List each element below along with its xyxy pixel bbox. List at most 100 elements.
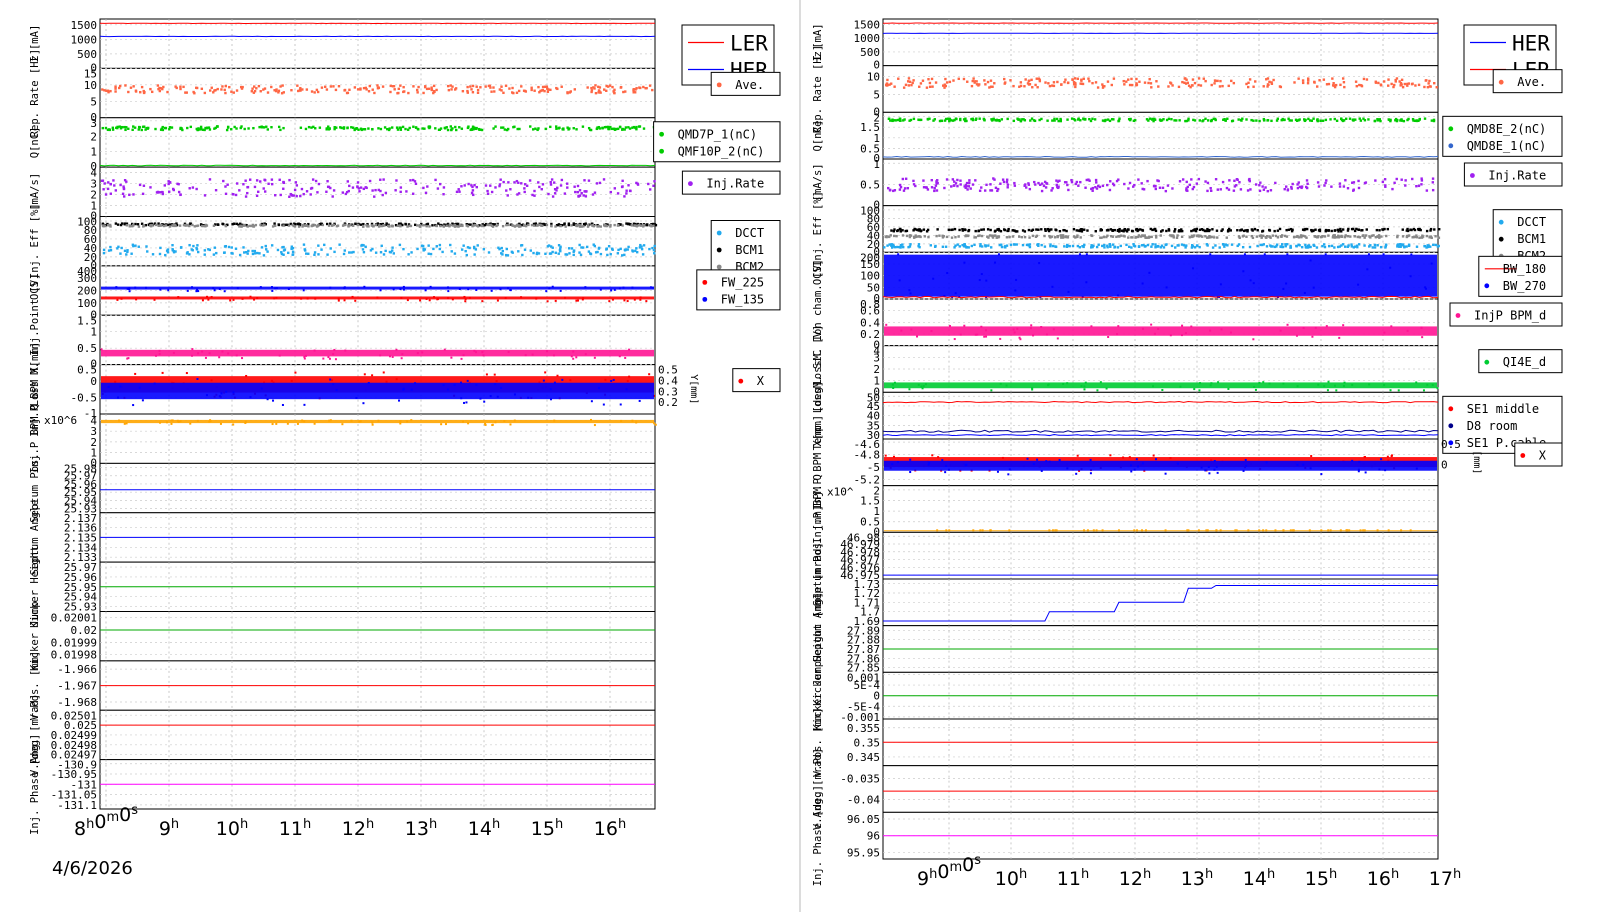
series-dot: [201, 350, 204, 353]
panel-frame: [99, 611, 656, 662]
legend-label: DCCT: [1517, 215, 1546, 229]
y-tick-label: 0.02001: [51, 612, 97, 625]
series-dot: [353, 128, 356, 132]
series-dot: [1331, 84, 1335, 87]
series-dot: [373, 91, 376, 95]
series-dot: [618, 287, 621, 290]
series-dot: [1384, 246, 1387, 249]
series-dot: [1242, 229, 1246, 233]
series-dot: [1159, 246, 1163, 249]
series-dot: [553, 419, 556, 422]
series-dot: [1323, 385, 1326, 388]
series-dot: [413, 223, 417, 227]
series-dot: [1353, 235, 1356, 238]
series-dot: [591, 223, 595, 227]
series-dot: [250, 90, 254, 93]
series-dot: [1219, 529, 1222, 532]
series-dot: [441, 250, 444, 254]
series-dot: [521, 253, 524, 257]
series-dot: [927, 463, 930, 466]
series-dot: [1101, 119, 1105, 122]
y-axis-label: Inj.P BPM Q: [29, 404, 41, 474]
series-dot: [1072, 118, 1076, 121]
series-dot: [1079, 119, 1082, 122]
y-tick-label: 40: [84, 242, 97, 255]
series-dot: [541, 183, 545, 186]
series-dot: [883, 246, 886, 249]
series-dot: [509, 289, 512, 292]
series-dot: [1117, 325, 1120, 328]
series-dot: [1044, 186, 1048, 189]
series-dot: [466, 85, 469, 89]
series-dot: [1052, 328, 1055, 331]
legend-swatch: [1455, 313, 1461, 318]
series-dot: [1206, 189, 1209, 193]
series-dot: [116, 247, 119, 250]
series-dot: [399, 287, 402, 290]
series-dot: [1037, 243, 1040, 246]
series-dot: [307, 225, 310, 228]
series-dot: [1282, 287, 1285, 290]
series-dot: [419, 299, 422, 302]
series-dot: [1231, 119, 1235, 122]
panel-frame: [99, 117, 656, 168]
series-dot: [1295, 235, 1298, 239]
series-dot: [204, 356, 207, 359]
series-dot: [381, 222, 385, 226]
series-dot: [343, 286, 346, 289]
series-dot: [129, 86, 133, 89]
y-tick-label: 0: [873, 105, 880, 118]
series-dot: [1095, 529, 1098, 532]
series-dot: [1029, 119, 1032, 122]
series-dot: [1407, 82, 1411, 85]
series-dot: [653, 244, 656, 248]
series-dot: [1431, 384, 1434, 387]
series-dot: [1192, 267, 1195, 270]
series-dot: [414, 182, 418, 186]
series-dot: [1146, 179, 1149, 183]
series-dot: [350, 126, 353, 129]
series-dot: [290, 247, 293, 251]
series-dot: [232, 193, 235, 196]
series-dot: [1225, 236, 1228, 239]
series-dot: [171, 187, 175, 191]
series-dot: [1091, 186, 1095, 190]
series-dot: [1139, 235, 1143, 238]
series-dot: [1261, 229, 1265, 233]
series-dot: [620, 254, 624, 257]
series-dot: [1184, 332, 1187, 335]
series-dot: [420, 222, 423, 226]
series-dot: [398, 399, 401, 402]
series-dot: [1034, 83, 1037, 87]
panel-15: 0.025010.0250.024990.024980.02497V.Ang. …: [29, 694, 656, 776]
series-dot: [179, 85, 182, 88]
series-dot: [1050, 228, 1053, 231]
series-dot: [1090, 246, 1093, 249]
series-dot: [204, 225, 207, 228]
series-dot: [1136, 235, 1140, 239]
series-dot: [123, 222, 127, 225]
series-dot: [1320, 473, 1323, 476]
series-dot: [959, 333, 962, 336]
series-dot: [1327, 380, 1330, 383]
series-dot: [1266, 119, 1270, 122]
series-dot: [1186, 185, 1189, 189]
series-dot: [1431, 181, 1435, 184]
series-dot: [1210, 189, 1213, 192]
series-dot: [161, 125, 164, 129]
series-dot: [1230, 79, 1233, 83]
series-dot: [527, 223, 530, 227]
series-dot: [332, 223, 335, 227]
series-dot: [421, 351, 424, 354]
series-dot: [423, 223, 426, 227]
series-dot: [472, 127, 475, 131]
series-dot: [1164, 189, 1168, 193]
series-dot: [1279, 85, 1283, 89]
series-dot: [889, 234, 892, 237]
series-dot: [142, 184, 146, 187]
series-dot: [1152, 385, 1155, 388]
series-dot: [1066, 118, 1069, 121]
series-dot: [558, 126, 561, 129]
series-dot: [1061, 236, 1065, 239]
legend-label: QMD8E_1(nC): [1467, 139, 1546, 153]
